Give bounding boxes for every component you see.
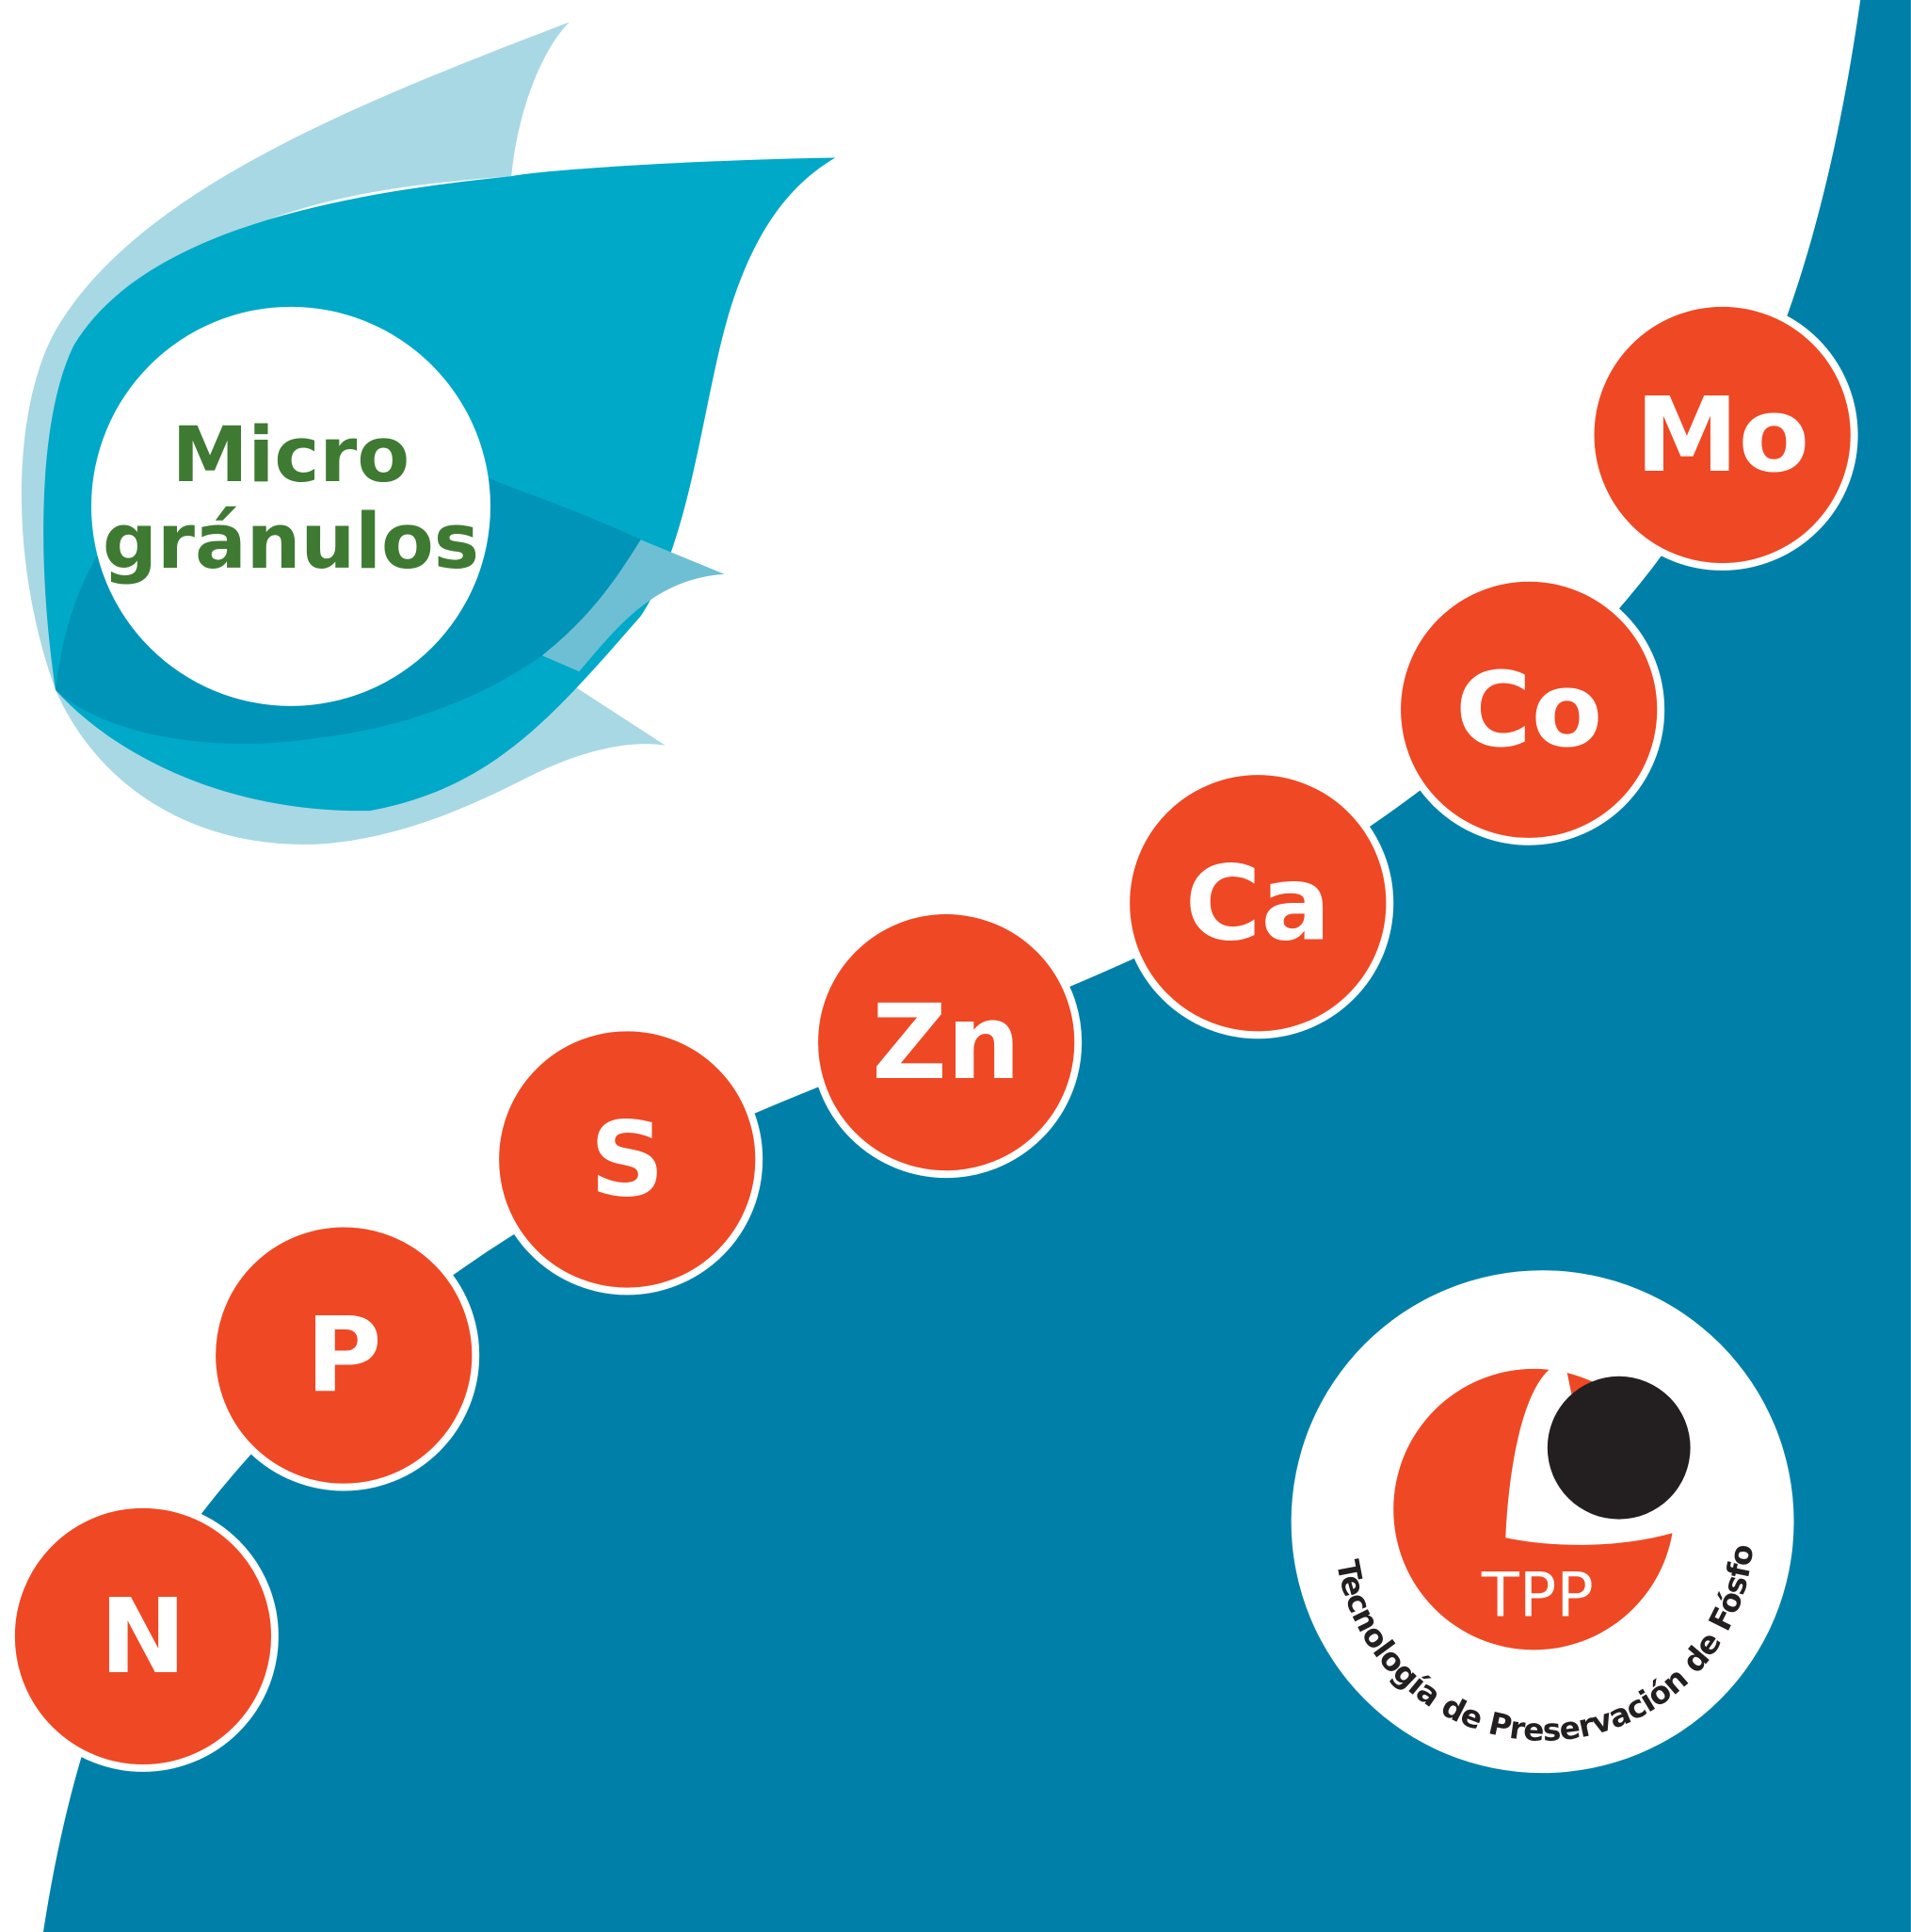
element-symbol: S: [590, 1099, 665, 1219]
logo-ball: [1547, 1376, 1691, 1520]
element-symbol: N: [100, 1576, 186, 1697]
element-symbol: Co: [1455, 650, 1602, 770]
element-circle: [208, 1219, 480, 1491]
element-circle: [491, 1023, 763, 1296]
title-circle: [90, 306, 490, 706]
element-circle: [811, 907, 1083, 1179]
title-line: Micro: [172, 411, 410, 500]
element-circle: [1393, 573, 1665, 845]
element-circle: [1586, 299, 1858, 571]
element-symbol: Zn: [872, 982, 1020, 1103]
element-symbol: Mo: [1635, 375, 1809, 495]
title-line: gránulos: [103, 498, 479, 587]
logo-label: TPP: [1481, 1560, 1594, 1632]
element-chain: N P S Zn Ca Co Mo: [7, 299, 1858, 1772]
element-symbol: P: [306, 1296, 382, 1416]
element-symbol: Ca: [1185, 843, 1331, 963]
element-circle: [1122, 767, 1394, 1039]
element-circle: [7, 1500, 279, 1772]
